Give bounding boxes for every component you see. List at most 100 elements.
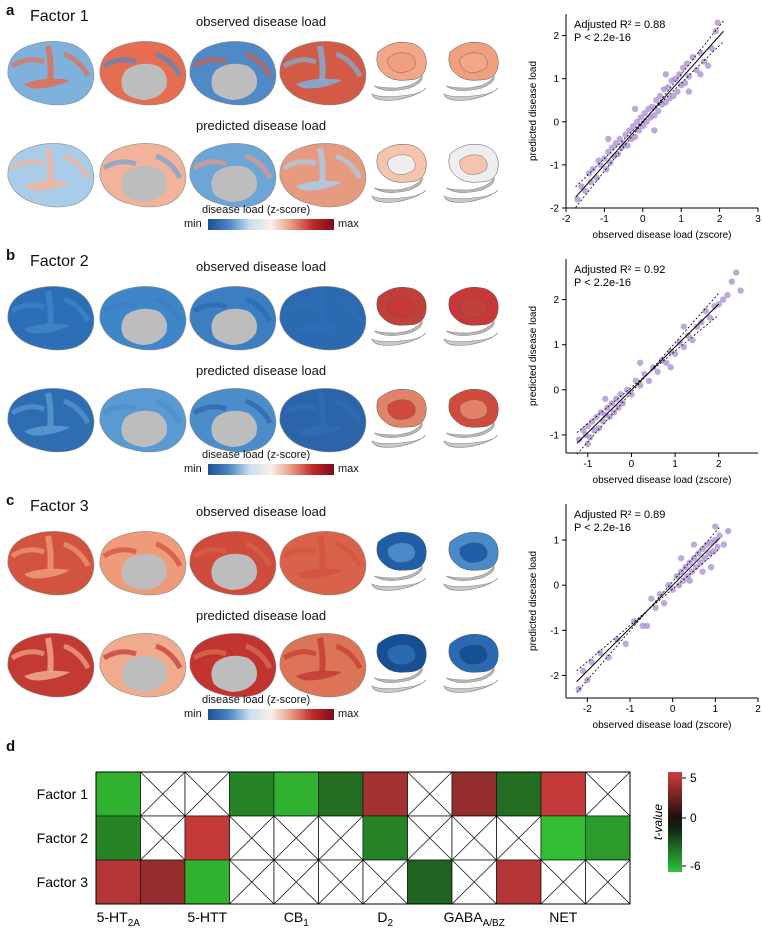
predicted-cortex-1: [7, 143, 95, 208]
heatmap-column-label: 5-HTT: [187, 909, 227, 925]
heatmap-cross: [496, 815, 542, 861]
predicted-cortex-3: [189, 388, 277, 453]
scatter-point: [724, 527, 732, 535]
observed-cortex-3: [189, 286, 277, 351]
predicted-cortex-1: [7, 633, 95, 698]
observed-cortex-1: [7, 41, 95, 106]
observed-title: observed disease load: [196, 259, 327, 274]
scatter-point: [588, 418, 596, 425]
y-tick-label: 2: [553, 295, 559, 306]
heatmap-cross: [273, 859, 319, 905]
observed-subcortex-2: [443, 532, 499, 591]
scatter-point: [614, 636, 621, 643]
panel-b: b Factor 2 observed disease load predicted …: [0, 245, 762, 485]
predicted-subcortex-2: [443, 634, 499, 693]
stats-r2: Adjusted R² = 0.88: [574, 19, 665, 31]
scatter-point: [584, 422, 592, 430]
scatter-point: [651, 112, 658, 119]
heatmap-cell: [229, 771, 275, 817]
observed-subcortex-2: [443, 287, 499, 346]
predicted-cortex-4: [279, 388, 367, 453]
colorbar-gradient: [208, 709, 334, 720]
scatter-point: [582, 187, 589, 194]
heatmap-row-label: Factor 3: [37, 874, 89, 890]
scatter-point: [643, 622, 651, 630]
x-tick-label: 0: [640, 214, 646, 225]
factor-title: Factor 2: [30, 253, 89, 270]
x-tick-label: 2: [716, 459, 722, 470]
confidence-band: [576, 314, 719, 433]
observed-cortex-4: [279, 531, 367, 596]
factor-title: Factor 1: [30, 8, 89, 25]
scatter-point: [732, 269, 740, 276]
scatter-point: [630, 122, 637, 130]
colorbar-label: disease load (z-score): [202, 694, 311, 706]
scatter-point: [706, 314, 714, 321]
scatter-point: [587, 178, 595, 186]
scatter-point: [595, 424, 602, 432]
scatter-point: [623, 386, 631, 394]
heatmap-cell: [362, 815, 408, 861]
predicted-title: predicted disease load: [196, 608, 327, 623]
scatter-point: [699, 545, 706, 553]
scatter-point: [693, 323, 701, 330]
heatmap-cell: [273, 771, 319, 817]
heatmap-cross: [140, 771, 186, 817]
heatmap-cell: [140, 859, 186, 905]
stats-p: P < 2.2e-16: [574, 277, 631, 289]
scatter-point: [704, 62, 712, 69]
scatter-point: [588, 658, 595, 666]
heatmap-cell: [95, 771, 141, 817]
observed-cortex-2: [99, 286, 187, 351]
scatter-point: [662, 71, 670, 78]
heatmap-cross: [407, 771, 453, 817]
scatter-point: [619, 400, 626, 407]
predicted-cortex-2: [99, 633, 187, 698]
scatter-point: [660, 600, 668, 607]
scatter-point: [645, 377, 653, 385]
scatter-point: [686, 577, 693, 584]
scatter-point: [654, 368, 661, 375]
y-tick-label: 0: [553, 385, 559, 396]
observed-cortex-2: [99, 531, 187, 596]
scatter-point: [575, 436, 583, 443]
observed-title: observed disease load: [196, 504, 327, 519]
scatter-point: [680, 323, 688, 330]
scatter-point: [693, 66, 700, 74]
y-axis-title: predicted disease load: [528, 551, 539, 651]
colorbar-gradient: [208, 464, 334, 475]
scatter-point: [584, 440, 592, 448]
receptor-heatmap: Factor 1 Factor 2 Factor 3 5-HT2A 5-HTT CB1 D2…: [37, 771, 701, 932]
scatter-point: [654, 107, 662, 115]
observed-cortex-1: [7, 531, 95, 596]
scatter-point: [637, 114, 645, 121]
heatmap-cross: [140, 815, 186, 861]
scatter-point: [719, 296, 727, 303]
predicted-cortex-4: [279, 633, 367, 698]
x-tick-label: 3: [755, 214, 761, 225]
scatter-point: [685, 88, 693, 95]
colorbar-min: min: [184, 218, 202, 230]
scatter-point: [679, 64, 687, 72]
heatmap-cell: [184, 815, 230, 861]
scatter-point: [701, 58, 708, 65]
scatter-point: [678, 554, 685, 562]
heatmap-row-label: Factor 2: [37, 830, 89, 846]
scatter-point: [712, 28, 719, 35]
scatter-point: [697, 49, 704, 56]
colorbar-min: min: [184, 463, 202, 475]
heatmap-cross: [540, 859, 586, 905]
scatter-point: [648, 595, 655, 602]
scatter-point: [651, 127, 658, 134]
y-tick-label: 0: [553, 117, 559, 128]
scatter-point: [615, 404, 622, 412]
panel-letter-d: d: [6, 738, 16, 755]
scatter-point: [624, 142, 631, 149]
x-axis-title: observed disease load (zscore): [593, 720, 732, 730]
scatter-point: [632, 377, 640, 385]
y-tick-label: 1: [553, 536, 559, 547]
y-tick-label: -1: [550, 160, 559, 171]
colorbar-max: max: [338, 708, 359, 720]
predicted-subcortex-1: [371, 634, 427, 693]
scatter-point: [662, 99, 670, 106]
